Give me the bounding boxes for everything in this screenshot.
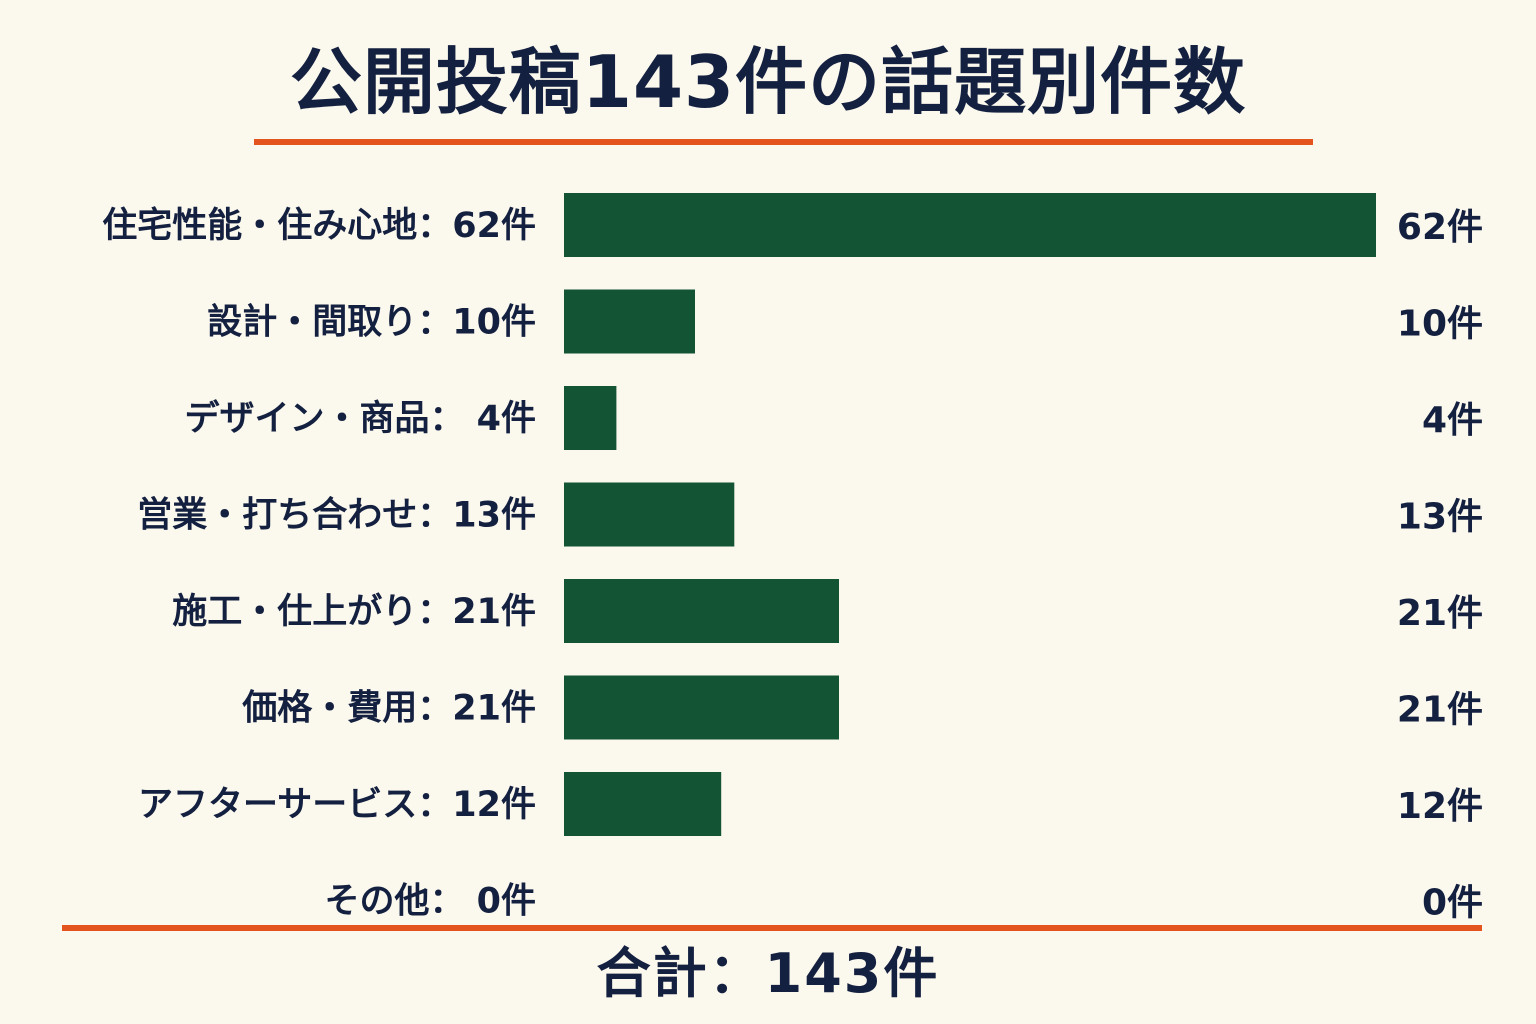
bar (564, 289, 695, 354)
bar (564, 579, 839, 643)
bar (564, 482, 735, 547)
category-label: 設計・間取り：10件 (207, 303, 536, 343)
value-label: 62件 (1397, 207, 1483, 248)
total-label: 合計：143件 (596, 942, 940, 1005)
value-label: 21件 (1397, 593, 1483, 634)
bar (564, 675, 839, 740)
value-label: 21件 (1397, 690, 1483, 731)
title-underline (254, 139, 1313, 145)
category-label: 施工・仕上がり：21件 (172, 592, 536, 632)
value-label: 13件 (1397, 497, 1483, 538)
bar (564, 193, 1376, 257)
category-label: 住宅性能・住み心地：62件 (102, 205, 536, 246)
value-label: 4件 (1422, 400, 1483, 441)
category-label: アフターサービス：12件 (138, 785, 536, 825)
category-label: 価格・費用：21件 (241, 689, 536, 729)
value-label: 12件 (1397, 786, 1483, 827)
bar (564, 386, 617, 450)
category-label: その他： 0件 (324, 882, 536, 922)
chart-title: 公開投稿143件の話題別件数 (289, 40, 1247, 124)
bar (564, 772, 722, 836)
category-label: デザイン・商品： 4件 (184, 398, 536, 439)
category-label: 営業・打ち合わせ：13件 (137, 496, 536, 536)
value-label: 10件 (1397, 304, 1483, 345)
value-label: 0件 (1422, 883, 1483, 924)
total-divider (62, 925, 1482, 931)
